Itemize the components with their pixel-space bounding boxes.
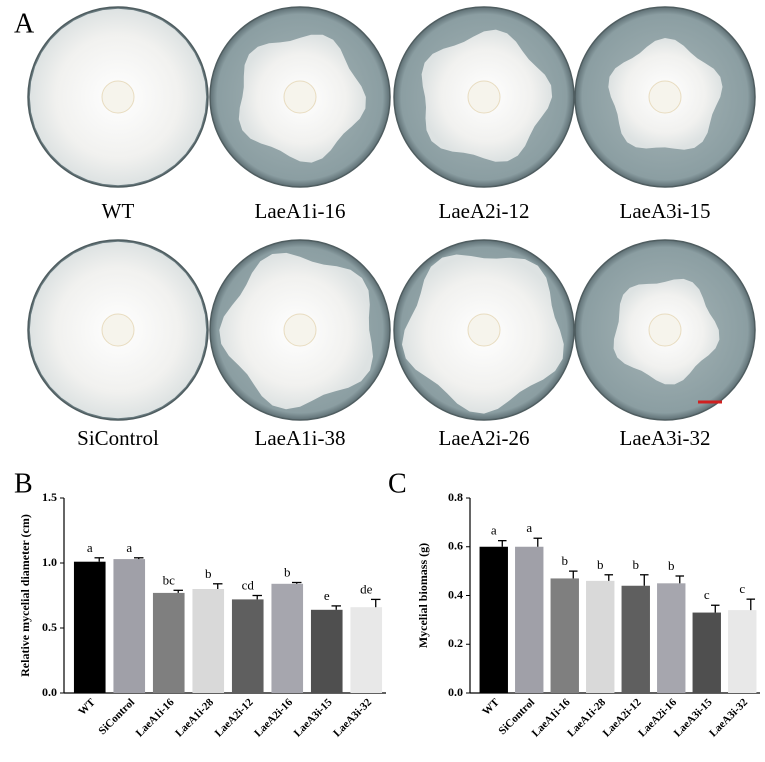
plate-label: LaeA2i-12 xyxy=(439,199,530,223)
panel-label: A xyxy=(14,8,35,39)
bar xyxy=(692,612,721,693)
x-tick-label: LaeA3i-32 xyxy=(707,696,750,739)
bar xyxy=(231,599,264,693)
plate-label: LaeA1i-16 xyxy=(255,199,346,223)
bar xyxy=(621,585,650,693)
inoculum xyxy=(101,313,135,347)
y-tick-label: 0.6 xyxy=(448,539,463,553)
inoculum xyxy=(467,80,501,114)
plate-label: WT xyxy=(102,199,135,223)
significance-letter: b xyxy=(284,564,291,579)
x-tick-label: LaeA2i-16 xyxy=(252,696,295,739)
y-tick-label: 0.0 xyxy=(42,685,57,699)
bar xyxy=(550,578,579,693)
y-tick-label: 0.8 xyxy=(448,490,463,504)
x-tick-label: LaeA3i-32 xyxy=(331,696,374,739)
y-axis-label: Relative mycelial diameter (cm) xyxy=(18,514,32,677)
inoculum xyxy=(283,80,317,114)
inoculum xyxy=(648,80,682,114)
y-tick-label: 1.5 xyxy=(42,490,57,504)
significance-letter: cd xyxy=(242,577,255,592)
significance-letter: a xyxy=(491,523,497,538)
significance-letter: a xyxy=(87,540,93,555)
x-tick-label: WT xyxy=(480,696,502,718)
x-tick-label: LaeA2i-12 xyxy=(213,696,256,739)
x-tick-label: LaeA1i-16 xyxy=(134,696,177,739)
significance-letter: c xyxy=(739,581,745,596)
y-tick-label: 0.2 xyxy=(448,636,463,650)
x-tick-label: LaeA1i-28 xyxy=(173,696,216,739)
inoculum xyxy=(101,80,135,114)
panel-label: B xyxy=(14,468,33,499)
significance-letter: b xyxy=(205,566,212,581)
inoculum xyxy=(467,313,501,347)
significance-letter: b xyxy=(597,557,604,572)
inoculum xyxy=(283,313,317,347)
significance-letter: b xyxy=(668,558,675,573)
inoculum xyxy=(648,313,682,347)
panel-label: C xyxy=(388,468,407,499)
plate-label: LaeA2i-26 xyxy=(439,426,530,450)
y-tick-label: 0.5 xyxy=(42,620,57,634)
x-tick-label: LaeA3i-15 xyxy=(292,696,335,739)
plate-label: LaeA3i-15 xyxy=(620,199,711,223)
y-tick-label: 0.0 xyxy=(448,685,463,699)
bar xyxy=(515,546,544,693)
plate-label: LaeA3i-32 xyxy=(620,426,711,450)
y-tick-label: 1.0 xyxy=(42,555,57,569)
bar xyxy=(586,580,615,693)
x-tick-label: SiControl xyxy=(96,696,137,737)
bar xyxy=(152,592,185,693)
significance-letter: b xyxy=(633,557,640,572)
bar xyxy=(728,610,757,693)
bar xyxy=(350,607,383,693)
significance-letter: c xyxy=(704,587,710,602)
bar xyxy=(113,559,146,693)
x-tick-label: WT xyxy=(76,696,98,718)
plate-label: LaeA1i-38 xyxy=(255,426,346,450)
plate-label: SiControl xyxy=(77,426,159,450)
significance-letter: a xyxy=(526,520,532,535)
significance-letter: a xyxy=(126,540,132,555)
bar xyxy=(271,583,304,693)
significance-letter: de xyxy=(360,581,373,596)
bar xyxy=(310,609,343,693)
bar xyxy=(479,546,508,693)
bar xyxy=(192,589,225,693)
bar xyxy=(73,561,106,693)
y-axis-label: Mycelial biomass (g) xyxy=(416,543,430,648)
bar xyxy=(657,583,686,693)
significance-letter: bc xyxy=(163,572,176,587)
significance-letter: e xyxy=(324,588,330,603)
y-tick-label: 0.4 xyxy=(448,587,463,601)
plates: WT LaeA1i-16 LaeA2i-12 LaeA3i-15 SiControl La… xyxy=(27,6,756,450)
significance-letter: b xyxy=(562,553,569,568)
